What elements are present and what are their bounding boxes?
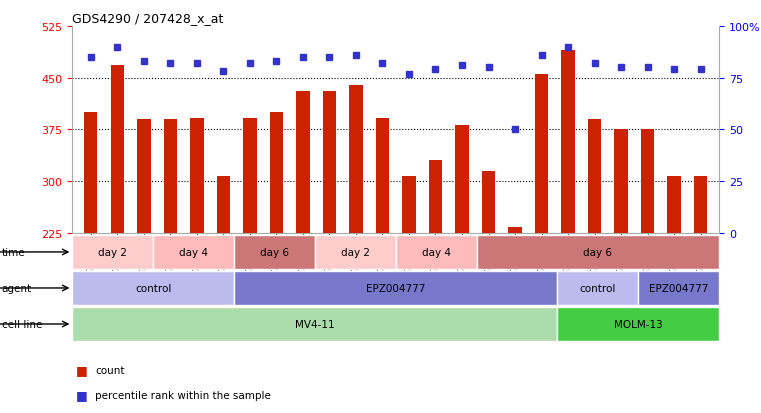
Text: GDS4290 / 207428_x_at: GDS4290 / 207428_x_at: [72, 12, 224, 25]
Text: percentile rank within the sample: percentile rank within the sample: [95, 390, 271, 400]
Text: EPZ004777: EPZ004777: [366, 283, 425, 293]
Text: EPZ004777: EPZ004777: [649, 283, 708, 293]
Bar: [667, 176, 680, 233]
Bar: [482, 171, 495, 233]
Bar: [84, 113, 97, 233]
Bar: [614, 130, 628, 233]
Bar: [429, 161, 442, 233]
Bar: [244, 119, 256, 233]
Bar: [588, 120, 601, 233]
Text: MV4-11: MV4-11: [295, 319, 335, 329]
Text: ■: ■: [76, 388, 88, 401]
Bar: [234, 271, 557, 305]
Text: day 6: day 6: [260, 247, 289, 257]
Text: control: control: [135, 283, 171, 293]
Text: day 4: day 4: [422, 247, 451, 257]
Text: day 4: day 4: [179, 247, 208, 257]
Text: day 2: day 2: [98, 247, 127, 257]
Text: agent: agent: [2, 283, 32, 293]
Text: control: control: [580, 283, 616, 293]
Text: day 6: day 6: [584, 247, 613, 257]
Bar: [217, 176, 230, 233]
Bar: [323, 92, 336, 233]
Bar: [376, 119, 389, 233]
Bar: [349, 85, 362, 233]
Bar: [72, 271, 234, 305]
Bar: [153, 235, 234, 269]
Text: day 2: day 2: [341, 247, 370, 257]
Text: time: time: [2, 247, 25, 257]
Bar: [72, 307, 557, 341]
Bar: [508, 228, 521, 233]
Text: cell line: cell line: [2, 319, 42, 329]
Bar: [234, 235, 315, 269]
Bar: [694, 176, 707, 233]
Bar: [403, 176, 416, 233]
Bar: [190, 119, 203, 233]
Bar: [111, 66, 124, 233]
Bar: [396, 235, 476, 269]
Bar: [315, 235, 396, 269]
Bar: [270, 113, 283, 233]
Text: MOLM-13: MOLM-13: [614, 319, 663, 329]
Bar: [638, 271, 719, 305]
Bar: [557, 307, 719, 341]
Bar: [562, 51, 575, 233]
Bar: [72, 235, 153, 269]
Bar: [476, 235, 719, 269]
Bar: [164, 120, 177, 233]
Bar: [641, 130, 654, 233]
Text: ■: ■: [76, 363, 88, 377]
Bar: [296, 92, 310, 233]
Bar: [535, 75, 548, 233]
Bar: [455, 125, 469, 233]
Bar: [137, 120, 151, 233]
Text: count: count: [95, 365, 125, 375]
Bar: [557, 271, 638, 305]
